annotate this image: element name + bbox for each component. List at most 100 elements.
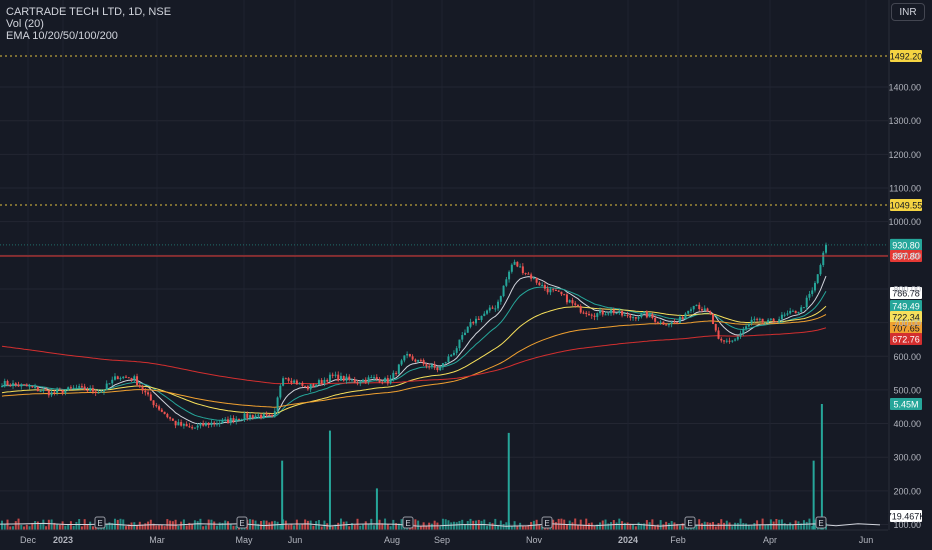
volume-bar (141, 524, 144, 530)
candle-body (58, 389, 61, 391)
candle-body (436, 367, 439, 371)
candle-body (119, 378, 122, 380)
candle-body (331, 374, 334, 376)
candle-body (304, 385, 307, 387)
volume-bar (521, 525, 524, 530)
candle-body (395, 372, 398, 374)
candle-body (188, 426, 191, 428)
candle-body (312, 384, 315, 387)
volume-bar (767, 524, 770, 530)
candle-body (789, 310, 792, 314)
candle-body (279, 385, 282, 398)
volume-indicator-label[interactable]: Vol (20) (6, 18, 44, 30)
volume-bar (312, 525, 315, 530)
candle-body (728, 340, 731, 342)
candle-body (196, 425, 199, 428)
volume-bar (480, 520, 483, 530)
x-tick-label: Jun (288, 535, 303, 545)
candle-body (645, 311, 648, 318)
candle-body (794, 310, 797, 314)
candle-body (825, 244, 827, 253)
candle-body (527, 273, 530, 275)
y-tick-label: 200.00 (893, 486, 921, 496)
volume-bar (378, 519, 381, 530)
volume-bar (599, 522, 602, 530)
candle-body (612, 309, 615, 314)
ema100-line (1, 314, 827, 408)
volume-bar (576, 524, 579, 530)
candle-body (67, 387, 70, 391)
volume-bar (789, 522, 792, 530)
currency-button[interactable]: INR (891, 3, 925, 21)
candle-body (475, 318, 478, 324)
volume-bar (213, 521, 216, 530)
volume-bar (596, 524, 599, 530)
earnings-marker-label: E (239, 519, 244, 528)
volume-bar (293, 525, 296, 530)
volume-bar (86, 524, 89, 530)
volume-bar (698, 519, 701, 530)
candle-body (260, 414, 263, 419)
candle-body (273, 411, 276, 416)
candle-body (477, 318, 480, 320)
candle-body (127, 377, 130, 379)
candle-body (102, 389, 105, 392)
candle-body (133, 376, 136, 380)
candle-body (497, 301, 500, 309)
candle-body (687, 310, 690, 314)
candle-body (111, 379, 114, 384)
candle-body (590, 314, 593, 316)
volume-bar (667, 523, 670, 530)
candle-body (34, 386, 37, 388)
candle-body (350, 379, 353, 381)
volume-bar (75, 521, 78, 530)
volume-bar (320, 526, 323, 530)
candle-body (637, 317, 640, 319)
candle-body (681, 316, 684, 320)
candle-body (243, 413, 246, 420)
earnings-marker (684, 516, 696, 529)
volume-bar (152, 523, 155, 530)
y-tick-label: 900.00 (893, 251, 921, 261)
candle-body (439, 367, 442, 371)
candle-body (108, 383, 111, 385)
volume-bar (273, 520, 276, 530)
ema20-label: 749.49 (892, 302, 920, 312)
symbol-title[interactable]: CARTRADE TECH LTD, 1D, NSE (6, 6, 172, 18)
candle-body (678, 316, 681, 323)
legend: CARTRADE TECH LTD, 1D, NSE Vol (20) EMA … (6, 6, 171, 42)
x-tick-label: May (235, 535, 253, 545)
candle-body (441, 363, 444, 368)
volume-bar (1, 520, 3, 530)
candle-body (596, 313, 599, 317)
candle-body (78, 386, 81, 388)
candle-body (138, 385, 141, 387)
ema100-label-box (890, 322, 922, 334)
candle-body (563, 294, 566, 296)
ema-indicator-label[interactable]: EMA 10/20/50/100/200 (6, 30, 118, 42)
candle-body (28, 386, 31, 388)
candle-body (745, 326, 748, 330)
candle-body (519, 266, 522, 268)
volume-bar (171, 521, 174, 530)
candle-body (676, 322, 679, 324)
candle-body (36, 386, 39, 392)
candle-body (582, 312, 585, 314)
volume-bar (31, 522, 34, 530)
ema10-label: 786.78 (892, 289, 920, 299)
candle-body (287, 378, 290, 381)
candle-body (739, 333, 742, 337)
volume-bar (36, 521, 39, 530)
candle-body (174, 420, 177, 426)
earnings-marker (402, 516, 414, 529)
candle-body (295, 380, 298, 385)
volume-bar (69, 521, 72, 530)
volume-bar (127, 524, 130, 530)
volume-bar (441, 518, 444, 530)
candle-body (185, 424, 188, 427)
candle-body (400, 360, 403, 365)
candle-body (461, 335, 464, 340)
candle-body (64, 390, 67, 394)
volume-bar (108, 522, 111, 530)
